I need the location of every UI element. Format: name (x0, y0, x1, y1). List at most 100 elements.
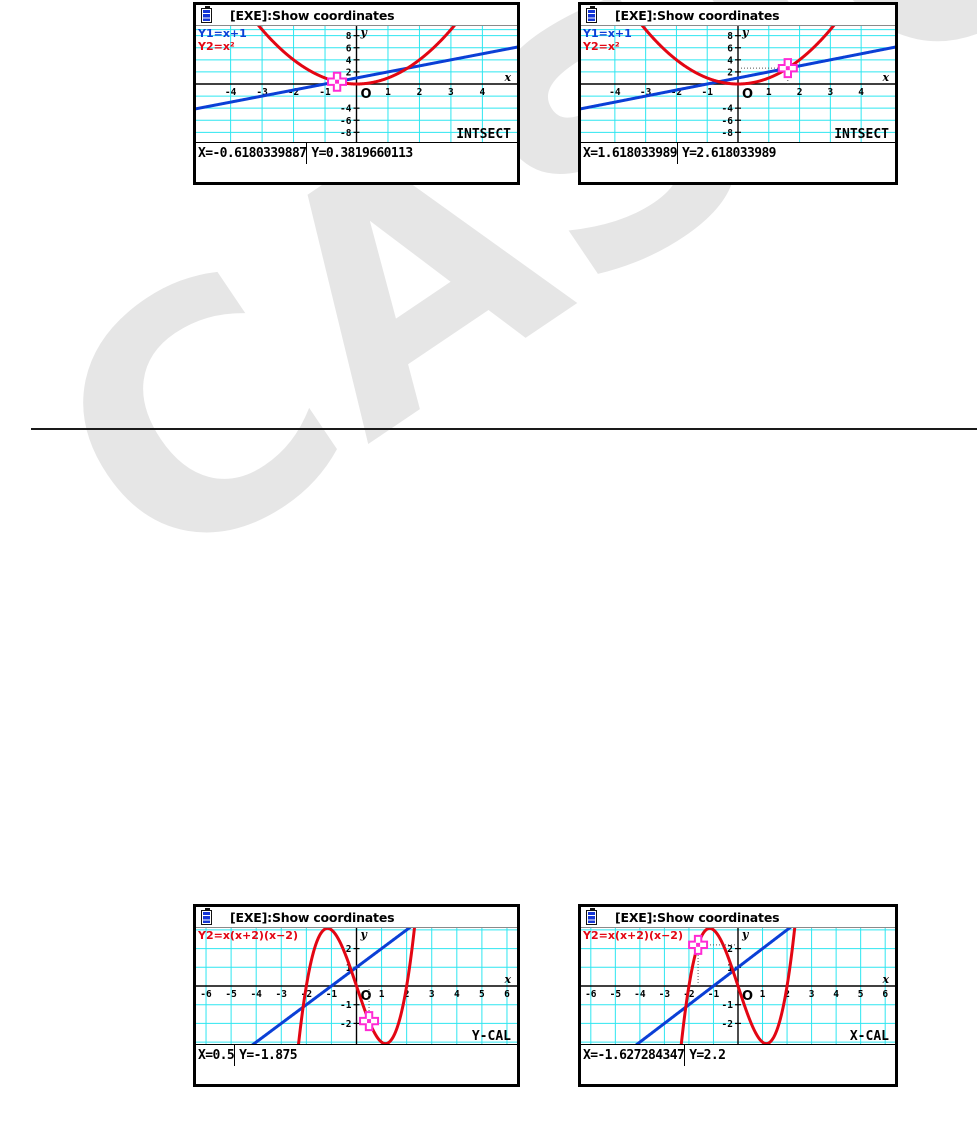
svg-text:6: 6 (504, 989, 510, 1000)
svg-text:8: 8 (727, 31, 733, 42)
svg-text:Y-CAL: Y-CAL (472, 1029, 511, 1044)
status-divider (684, 1045, 686, 1066)
svg-text:-1: -1 (708, 989, 720, 1000)
svg-text:Y1=x+1: Y1=x+1 (197, 27, 247, 40)
svg-text:-4: -4 (250, 989, 262, 1000)
titlebar-title: [EXE]:Show coordinates (230, 909, 395, 925)
svg-text:x: x (881, 71, 889, 84)
battery-icon (586, 5, 597, 23)
status-y-value: Y=0.3819660113 (311, 146, 413, 161)
svg-text:Y2=x(x+2)(x−2): Y2=x(x+2)(x−2) (197, 929, 298, 942)
svg-text:-3: -3 (256, 87, 268, 98)
svg-text:-1: -1 (722, 1000, 734, 1011)
svg-text:-4: -4 (225, 87, 237, 98)
calculator-screen-top-left: [EXE]:Show coordinates -4 -3 -2 -1 1 2 3 4 8 6 4 2-… (193, 2, 520, 185)
svg-text:3: 3 (448, 87, 454, 98)
svg-text:1: 1 (385, 87, 391, 98)
svg-text:3: 3 (827, 87, 833, 98)
svg-text:-6: -6 (585, 989, 597, 1000)
svg-text:O: O (742, 87, 753, 102)
status-bar: X=-0.6180339887 Y=0.3819660113 (196, 142, 517, 164)
graph-canvas: -4 -3 -2 -1 1 2 3 48642-4-6-8OxyY1=x+1Y2=x²INTS… (581, 26, 895, 142)
svg-text:6: 6 (346, 43, 352, 54)
svg-text:O: O (361, 87, 372, 102)
svg-text:4: 4 (454, 989, 460, 1000)
svg-text:2: 2 (727, 67, 733, 78)
battery-icon (201, 907, 212, 925)
status-bar: X=-1.627284347 Y=2.2 (581, 1044, 895, 1066)
svg-text:6: 6 (882, 989, 888, 1000)
svg-text:Y1=x+1: Y1=x+1 (582, 27, 632, 40)
svg-text:1: 1 (346, 963, 352, 974)
svg-text:Y2=x²: Y2=x² (582, 40, 620, 53)
status-x-value: X=1.618033989 (583, 146, 678, 161)
svg-text:x: x (881, 973, 889, 986)
svg-text:-2: -2 (288, 87, 299, 98)
page-divider (31, 428, 977, 430)
svg-text:1: 1 (766, 87, 772, 98)
svg-text:-3: -3 (640, 87, 652, 98)
svg-text:2: 2 (417, 87, 423, 98)
status-y-value: Y=2.2 (689, 1048, 726, 1063)
svg-text:4: 4 (480, 87, 486, 98)
svg-text:-8: -8 (340, 128, 352, 139)
status-divider (306, 143, 308, 164)
status-y-value: Y=2.618033989 (681, 146, 777, 161)
svg-text:-5: -5 (225, 989, 237, 1000)
titlebar: [EXE]:Show coordinates (196, 907, 517, 928)
svg-text:y: y (741, 26, 750, 39)
battery-icon (201, 5, 212, 23)
svg-text:O: O (742, 989, 753, 1004)
svg-text:1: 1 (379, 989, 385, 1000)
status-divider (234, 1045, 236, 1066)
svg-text:6: 6 (727, 43, 733, 54)
status-x-value: X=-0.6180339887 (198, 146, 307, 161)
calculator-screen-bottom-left: [EXE]:Show coordinates -6 -5 -4 -3 -2 -1 1 2 3 4 5… (193, 904, 520, 1087)
status-x-value: X=-1.627284347 (583, 1048, 685, 1063)
titlebar-title: [EXE]:Show coordinates (230, 7, 395, 23)
svg-text:-2: -2 (340, 1019, 351, 1030)
svg-text:-8: -8 (722, 128, 734, 139)
svg-text:INTSECT: INTSECT (456, 127, 511, 142)
svg-text:-4: -4 (609, 87, 621, 98)
svg-text:5: 5 (479, 989, 485, 1000)
svg-text:-5: -5 (610, 989, 622, 1000)
svg-text:2: 2 (346, 67, 352, 78)
svg-text:3: 3 (429, 989, 435, 1000)
svg-text:O: O (361, 989, 372, 1004)
svg-text:-1: -1 (701, 87, 713, 98)
status-bar: X=1.618033989 Y=2.618033989 (581, 142, 895, 164)
svg-text:5: 5 (858, 989, 864, 1000)
svg-text:x: x (503, 973, 511, 986)
svg-text:x: x (503, 71, 511, 84)
svg-text:-6: -6 (200, 989, 212, 1000)
battery-icon (586, 907, 597, 925)
svg-text:-4: -4 (340, 104, 352, 115)
svg-text:-4: -4 (722, 104, 734, 115)
svg-text:4: 4 (727, 55, 733, 66)
titlebar: [EXE]:Show coordinates (581, 907, 895, 928)
svg-text:-1: -1 (340, 1000, 352, 1011)
svg-text:-3: -3 (276, 989, 288, 1000)
graph-canvas: -6 -5 -4 -3 -2 -1 1 2 3 4 5 621-1-2OxyY2=x(x+2)(x−2… (581, 928, 895, 1044)
svg-text:-2: -2 (671, 87, 682, 98)
svg-text:-1: -1 (326, 989, 338, 1000)
svg-text:4: 4 (833, 989, 839, 1000)
svg-text:y: y (360, 26, 369, 39)
svg-text:y: y (360, 928, 369, 941)
svg-text:1: 1 (760, 989, 766, 1000)
titlebar-title: [EXE]:Show coordinates (615, 7, 780, 23)
svg-text:1: 1 (727, 963, 733, 974)
svg-text:y: y (741, 928, 750, 941)
svg-text:INTSECT: INTSECT (834, 127, 889, 142)
svg-text:-3: -3 (659, 989, 671, 1000)
svg-text:4: 4 (346, 55, 352, 66)
svg-text:Y2=x(x+2)(x−2): Y2=x(x+2)(x−2) (582, 929, 683, 942)
svg-text:4: 4 (858, 87, 864, 98)
svg-text:-4: -4 (634, 989, 646, 1000)
svg-text:Y2=x²: Y2=x² (197, 40, 235, 53)
svg-text:X-CAL: X-CAL (850, 1029, 889, 1044)
